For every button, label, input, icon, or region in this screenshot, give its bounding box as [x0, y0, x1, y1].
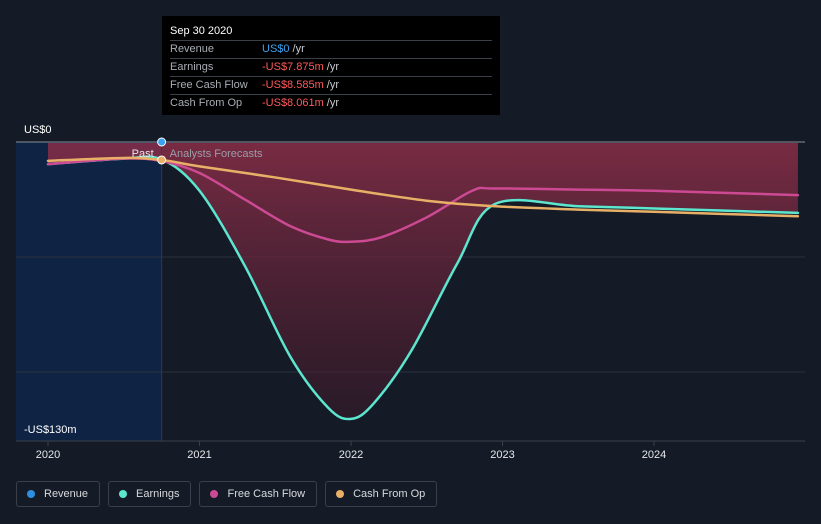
tooltip-label: Earnings	[170, 61, 214, 73]
x-tick-label: 2022	[339, 449, 363, 461]
tooltip-row-free-cash-flow: Free Cash Flow -US$8.585m /yr	[170, 76, 492, 94]
cash-from-op-marker	[157, 155, 167, 165]
x-tick-label: 2021	[187, 449, 211, 461]
tooltip-unit: /yr	[326, 61, 339, 73]
legend-label: Cash From Op	[353, 488, 426, 500]
revenue-marker	[157, 137, 167, 147]
series-line-free-cash-flow	[46, 157, 800, 244]
legend-label: Revenue	[44, 488, 89, 500]
legend-item-free-cash-flow[interactable]: Free Cash Flow	[199, 481, 318, 507]
legend-label: Earnings	[136, 488, 180, 500]
y-tick-label: US$0	[24, 124, 52, 136]
tooltip: Sep 30 2020 Revenue US$0 /yr Earnings -U…	[162, 16, 500, 115]
tooltip-value: -US$8.585m	[262, 79, 324, 91]
tooltip-date: Sep 30 2020	[170, 25, 233, 37]
past-region	[16, 142, 162, 441]
tooltip-label: Revenue	[170, 43, 215, 55]
x-tick-label: 2020	[36, 449, 60, 461]
x-tick-label: 2023	[490, 449, 514, 461]
tooltip-value: -US$8.061m	[262, 97, 324, 109]
x-tick-label: 2024	[642, 449, 666, 461]
legend-dot-icon	[119, 490, 128, 498]
tooltip-row-cash-from-op: Cash From Op -US$8.061m /yr	[170, 94, 492, 112]
x-axis-ticks: 2020 2021 2022 2023 2024	[36, 441, 666, 461]
legend: Revenue Earnings Free Cash Flow Cash Fro…	[16, 481, 438, 507]
legend-dot-icon	[336, 490, 345, 498]
tooltip-row-revenue: Revenue US$0 /yr	[170, 40, 492, 58]
y-tick-label: -US$130m	[24, 424, 77, 436]
tooltip-unit: /yr	[292, 43, 305, 55]
legend-item-earnings[interactable]: Earnings	[108, 481, 192, 507]
tooltip-unit: /yr	[326, 79, 339, 91]
tooltip-value: -US$7.875m	[262, 61, 324, 73]
forecast-shaded-area	[48, 143, 798, 420]
legend-label: Free Cash Flow	[227, 488, 306, 500]
markers	[157, 137, 167, 165]
y-axis-ticks: US$0 -US$130m	[24, 124, 77, 436]
tooltip-row-earnings: Earnings -US$7.875m /yr	[170, 58, 492, 76]
tooltip-label: Cash From Op	[170, 97, 243, 109]
series-line-earnings	[46, 155, 800, 421]
legend-dot-icon	[210, 490, 219, 498]
tooltip-unit: /yr	[326, 97, 339, 109]
past-label: Past	[132, 148, 154, 160]
forecast-label: Analysts Forecasts	[170, 148, 263, 160]
tooltip-value: US$0	[262, 43, 290, 55]
tooltip-label: Free Cash Flow	[170, 79, 248, 91]
legend-item-cash-from-op[interactable]: Cash From Op	[325, 481, 438, 507]
legend-item-revenue[interactable]: Revenue	[16, 481, 101, 507]
series-lines	[46, 155, 800, 421]
series-line-cash-from-op	[46, 156, 800, 218]
legend-dot-icon	[27, 490, 35, 498]
